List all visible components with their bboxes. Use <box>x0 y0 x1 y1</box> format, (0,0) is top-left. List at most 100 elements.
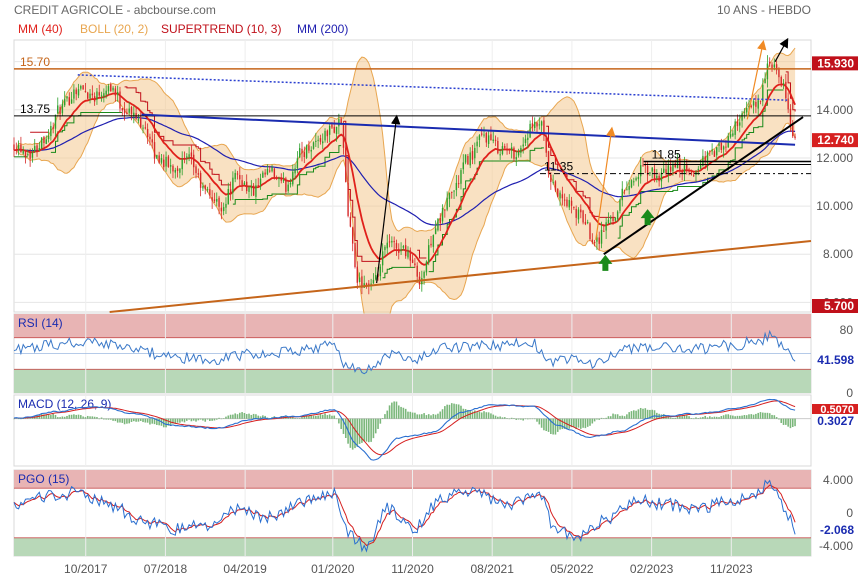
macd-histogram-bar <box>785 418 787 425</box>
macd-histogram-bar <box>794 418 796 427</box>
macd-histogram-bar <box>497 416 499 419</box>
macd-histogram-bar <box>722 415 725 419</box>
candle-body <box>257 185 259 187</box>
macd-current-value: 0.3027 <box>817 414 854 428</box>
macd-histogram-bar <box>704 415 707 419</box>
candle-body <box>372 279 375 284</box>
candle-body <box>195 166 197 174</box>
rsi-panel-tick-label: 0 <box>846 386 853 400</box>
candle-body <box>499 154 501 156</box>
macd-histogram-bar <box>91 416 94 419</box>
macd-line <box>13 398 796 461</box>
macd-histogram-bar <box>321 414 324 419</box>
candle-body <box>305 145 308 158</box>
macd-histogram-bar <box>105 418 107 420</box>
candle-body <box>616 211 619 220</box>
macd-histogram-bar <box>586 418 589 427</box>
candle-body <box>605 222 607 231</box>
candle-body <box>561 194 564 199</box>
macd-histogram-bar <box>308 415 310 419</box>
macd-histogram-bar <box>84 417 87 419</box>
candle-body <box>345 147 347 183</box>
macd-histogram-bar <box>68 414 71 419</box>
candle-body <box>591 239 594 243</box>
candle-body <box>430 243 432 246</box>
macd-histogram-bar <box>109 418 112 420</box>
candle-body <box>82 85 84 90</box>
macd-panel-title: MACD (12, 26, 9) <box>18 397 111 411</box>
macd-histogram-bar <box>752 414 755 419</box>
candle-body <box>133 112 135 116</box>
macd-histogram-bar <box>358 418 361 444</box>
macd-histogram-bar <box>672 417 674 419</box>
macd-histogram-bar <box>584 418 587 429</box>
candle-body <box>515 157 517 160</box>
candle-body <box>697 168 699 170</box>
macd-histogram-bar <box>75 414 78 419</box>
macd-histogram-bar <box>773 415 776 419</box>
macd-histogram-bar <box>596 418 598 420</box>
candle-body <box>206 189 209 191</box>
macd-histogram-bar <box>107 418 110 420</box>
candle-body <box>404 245 407 257</box>
candle-body <box>628 186 630 190</box>
supertrend-line <box>124 86 231 186</box>
macd-histogram-bar <box>388 405 391 419</box>
price-tag-label: 12.740 <box>817 133 854 147</box>
macd-histogram-bar <box>172 418 174 424</box>
candle-body <box>607 219 610 224</box>
macd-histogram-bar <box>711 417 713 419</box>
candle-body <box>750 105 752 107</box>
candle-body <box>100 95 103 97</box>
candle-body <box>739 122 741 126</box>
candle-body <box>20 144 22 153</box>
macd-histogram-bar <box>492 414 495 419</box>
rsi-panel-title: RSI (14) <box>18 316 63 330</box>
candle-body <box>169 165 172 167</box>
macd-upper-tag: 0.5070 <box>820 404 854 416</box>
candle-body <box>794 136 796 138</box>
macd-histogram-bar <box>38 415 41 419</box>
macd-histogram-bar <box>630 411 633 419</box>
candle-body <box>522 144 524 147</box>
macd-histogram-bar <box>748 414 750 419</box>
candle-body <box>540 121 543 126</box>
candle-body <box>45 139 47 144</box>
candle-body <box>534 121 536 129</box>
candle-body <box>236 173 239 175</box>
candle-body <box>93 96 96 102</box>
candle-body <box>428 245 430 263</box>
candle-body <box>709 150 711 152</box>
macd-histogram-bar <box>506 418 508 419</box>
macd-histogram-bar <box>103 418 105 420</box>
macd-histogram-bar <box>499 416 501 419</box>
candle-body <box>209 189 211 196</box>
x-tick-label: 02/2023 <box>630 562 674 576</box>
macd-histogram-bar <box>554 418 557 435</box>
macd-histogram-bar <box>206 418 209 420</box>
candle-body <box>331 124 333 128</box>
macd-histogram-bar <box>133 418 135 422</box>
candle-body <box>301 148 303 154</box>
candle-body <box>361 276 363 288</box>
supertrend-line <box>785 71 796 112</box>
candle-body <box>437 218 439 231</box>
supertrend-line <box>232 145 342 205</box>
candle-body <box>559 192 561 199</box>
macd-histogram-bar <box>437 413 439 419</box>
macd-histogram-bar <box>725 414 727 419</box>
macd-histogram-bar <box>695 417 697 419</box>
macd-histogram-bar <box>642 408 644 419</box>
macd-histogram-bar <box>425 415 428 419</box>
macd-histogram-bar <box>552 418 554 435</box>
candle-body <box>414 263 416 266</box>
macd-value-bg <box>812 414 858 428</box>
macd-histogram-bar <box>391 402 393 419</box>
candle-body <box>57 105 59 114</box>
macd-histogram-bar <box>80 415 82 419</box>
macd-histogram-bar <box>621 415 624 419</box>
macd-histogram-bar <box>570 418 573 428</box>
pgo-panel-tick-label: 0 <box>846 506 853 520</box>
candle-body <box>324 130 326 141</box>
candle-body <box>269 170 271 172</box>
